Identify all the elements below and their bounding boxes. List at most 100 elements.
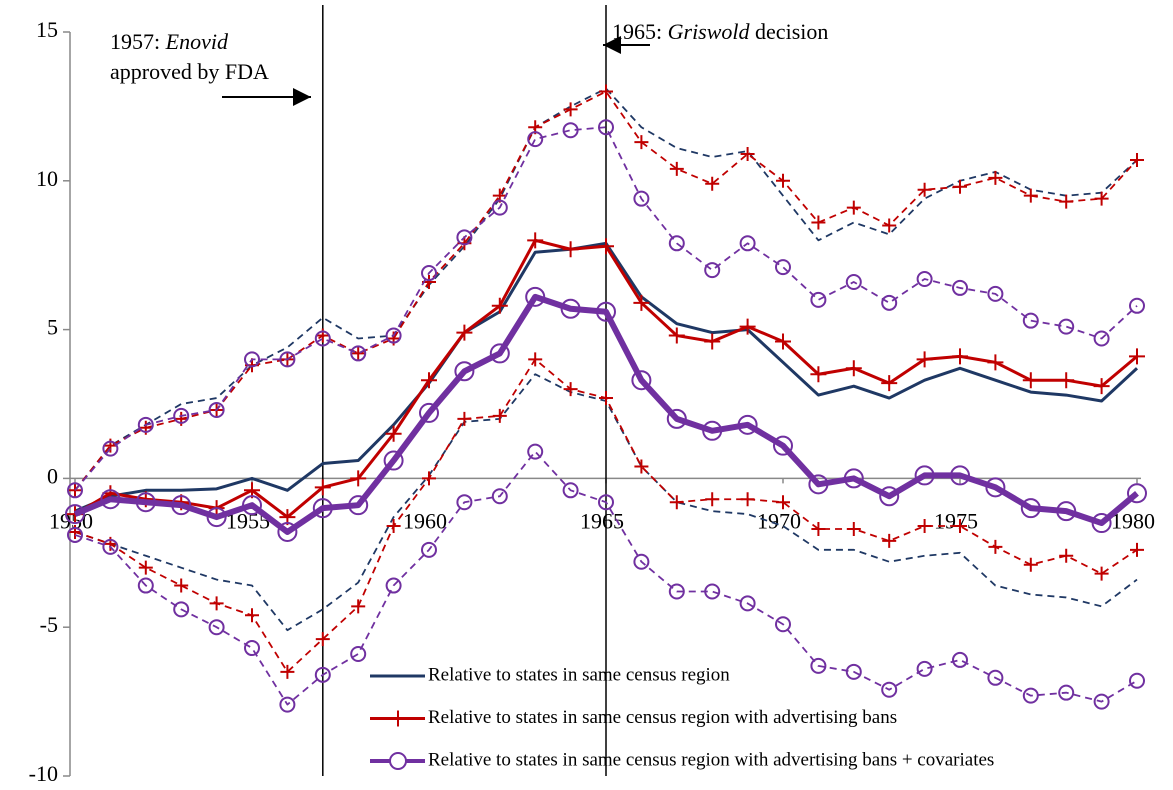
plus-marker <box>916 351 933 368</box>
annotation-part: 1957: <box>110 29 166 54</box>
plus-marker <box>811 215 826 230</box>
confidence-line <box>74 126 1138 491</box>
plus-marker <box>527 232 544 249</box>
circle-marker <box>881 681 898 698</box>
y-tick-label: 5 <box>47 315 58 340</box>
circle-marker <box>348 495 369 516</box>
circle-marker <box>171 495 192 516</box>
plus-marker <box>280 664 295 679</box>
plus-marker <box>634 135 649 150</box>
circle-marker <box>1129 297 1145 314</box>
circle-marker <box>173 407 190 424</box>
circle-marker <box>454 361 475 382</box>
circle-marker <box>314 666 331 683</box>
plus-marker <box>705 492 720 507</box>
circle-marker <box>737 414 758 435</box>
plus-marker <box>987 354 1004 371</box>
plus-marker <box>669 495 684 510</box>
circle-marker <box>562 122 579 139</box>
circle-marker <box>914 465 935 486</box>
circle-marker <box>879 486 900 507</box>
circle-marker <box>206 507 227 528</box>
plus-marker <box>776 173 790 188</box>
circle-marker <box>598 119 614 136</box>
plus-marker <box>351 346 366 361</box>
circle-marker <box>173 601 190 618</box>
circle-marker <box>810 291 827 308</box>
circle-marker <box>137 416 154 433</box>
plus-marker <box>846 200 861 215</box>
circle-marker <box>1093 330 1110 347</box>
plus-marker <box>705 176 720 191</box>
x-tick-label: 1975 <box>934 508 978 533</box>
circle-marker <box>102 538 119 555</box>
circle-marker <box>845 663 862 680</box>
plus-marker <box>1022 372 1039 389</box>
plus-marker <box>385 425 402 442</box>
circle-marker <box>596 301 616 322</box>
circle-marker <box>1058 684 1075 701</box>
circle-marker <box>704 262 721 279</box>
circle-marker <box>491 199 508 216</box>
circle-marker <box>244 640 260 657</box>
plus-marker <box>739 318 756 335</box>
circle-marker <box>952 279 968 296</box>
legend-marker <box>389 752 407 770</box>
circle-marker <box>135 492 156 513</box>
plus-marker <box>776 495 790 510</box>
confidence-line <box>74 450 1138 706</box>
plus-marker <box>634 459 649 474</box>
plus-marker <box>1094 191 1109 206</box>
plus-marker <box>350 470 367 487</box>
plus-marker <box>599 391 613 406</box>
circle-marker <box>1127 483 1147 504</box>
circle-marker <box>527 443 544 460</box>
circle-marker <box>67 526 83 543</box>
y-tick-label: -5 <box>40 612 58 637</box>
circle-marker <box>562 482 579 499</box>
plus-marker <box>952 348 968 365</box>
plus-marker <box>422 471 436 486</box>
circle-marker <box>985 477 1006 498</box>
plus-marker <box>209 596 224 611</box>
plus-marker <box>421 372 437 389</box>
plus-marker <box>351 599 366 614</box>
annotation-text: 1957: Enovid <box>110 29 229 54</box>
plus-marker <box>491 297 508 314</box>
x-tick-label: 1970 <box>757 508 801 533</box>
circle-marker <box>242 495 262 516</box>
plus-marker <box>668 327 685 344</box>
plus-marker <box>1059 194 1074 209</box>
plus-marker <box>740 147 755 162</box>
circle-marker <box>383 450 404 471</box>
circle-marker <box>1093 693 1110 710</box>
circle-marker <box>808 474 829 495</box>
circle-marker <box>314 330 331 347</box>
circle-marker <box>916 660 933 677</box>
circle-marker <box>560 298 581 319</box>
plus-marker <box>881 375 898 392</box>
annotation-part: Griswold <box>668 19 751 44</box>
circle-marker <box>739 595 756 612</box>
circle-marker <box>1058 318 1075 335</box>
circle-marker <box>350 645 367 662</box>
plus-marker <box>882 533 897 548</box>
plus-marker <box>1059 548 1074 563</box>
plus-marker <box>704 333 721 350</box>
plus-marker <box>138 560 153 575</box>
circle-marker <box>279 351 296 368</box>
circle-marker <box>277 521 298 542</box>
circle-marker <box>666 408 687 429</box>
circle-marker <box>775 259 791 276</box>
x-tick-label: 1960 <box>403 508 447 533</box>
annotation-text: approved by FDA <box>110 59 269 84</box>
annotation-text: 1965: Griswold decision <box>612 19 828 44</box>
plus-marker <box>811 521 826 536</box>
circle-marker <box>916 271 933 288</box>
circle-marker <box>244 351 260 368</box>
circle-marker <box>987 669 1004 686</box>
plus-marker <box>563 102 578 117</box>
circle-marker <box>1091 513 1112 534</box>
circle-marker <box>137 577 154 594</box>
